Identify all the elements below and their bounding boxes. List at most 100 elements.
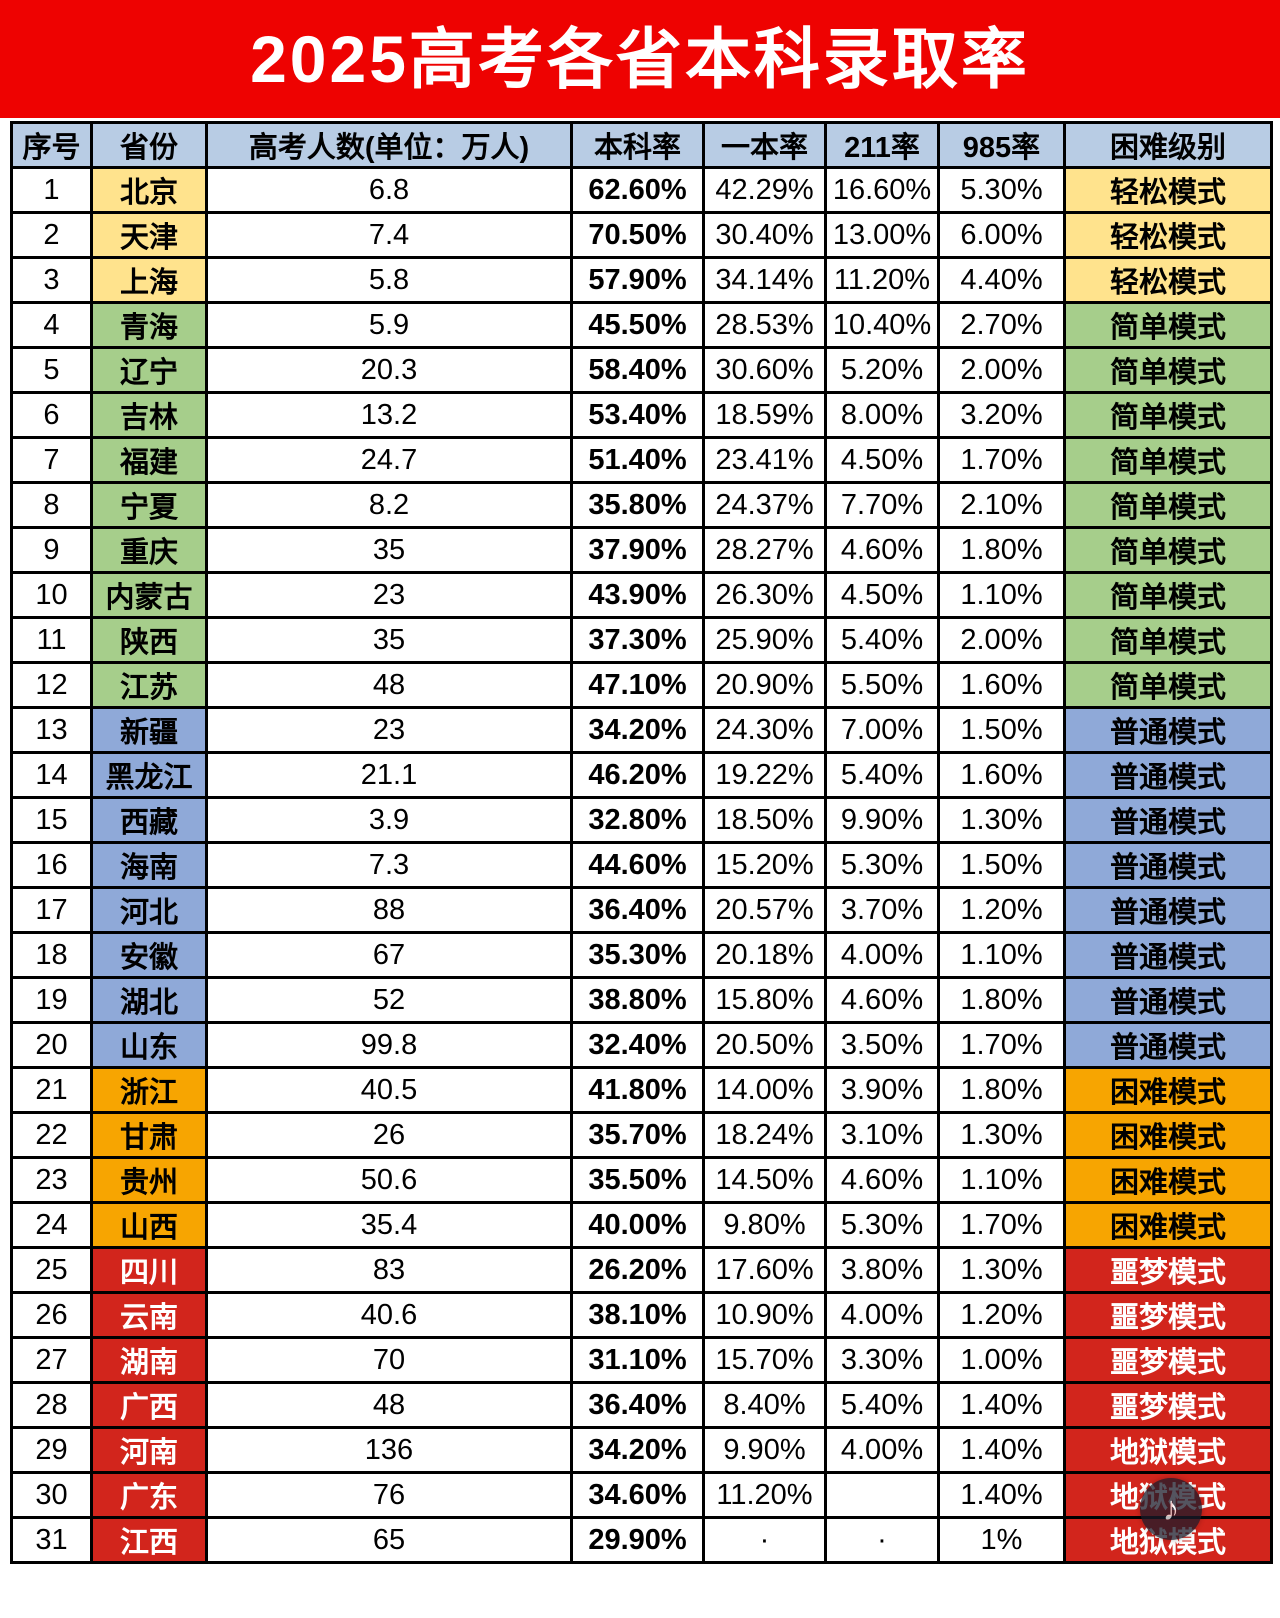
- table-row: 11 陕西 35 37.30% 25.90% 5.40% 2.00% 简单模式: [10, 616, 1273, 664]
- cell-985: 1.30%: [937, 1111, 1066, 1159]
- cell-count: 26: [205, 1111, 573, 1159]
- table-row: 23 贵州 50.6 35.50% 14.50% 4.60% 1.10% 困难模…: [10, 1156, 1273, 1204]
- cell-no: 12: [10, 661, 93, 709]
- cell-province: 上海: [90, 256, 208, 304]
- cell-count: 50.6: [205, 1156, 573, 1204]
- cell-yiben: 28.27%: [702, 526, 827, 574]
- table-row: 22 甘肃 26 35.70% 18.24% 3.10% 1.30% 困难模式: [10, 1111, 1273, 1159]
- cell-no: 13: [10, 706, 93, 754]
- cell-level: 普通模式: [1063, 976, 1273, 1024]
- cell-yiben: 14.50%: [702, 1156, 827, 1204]
- table-row: 27 湖南 70 31.10% 15.70% 3.30% 1.00% 噩梦模式: [10, 1336, 1273, 1384]
- cell-no: 24: [10, 1201, 93, 1249]
- cell-yiben: 9.80%: [702, 1201, 827, 1249]
- table-row: 18 安徽 67 35.30% 20.18% 4.00% 1.10% 普通模式: [10, 931, 1273, 979]
- table-row: 20 山东 99.8 32.40% 20.50% 3.50% 1.70% 普通模…: [10, 1021, 1273, 1069]
- cell-yiben: 28.53%: [702, 301, 827, 349]
- cell-province: 山西: [90, 1201, 208, 1249]
- cell-province: 辽宁: [90, 346, 208, 394]
- cell-level: 简单模式: [1063, 391, 1273, 439]
- cell-985: 1.70%: [937, 1021, 1066, 1069]
- cell-yiben: 30.60%: [702, 346, 827, 394]
- cell-no: 6: [10, 391, 93, 439]
- cell-211: 4.00%: [824, 1426, 940, 1474]
- cell-985: 1.20%: [937, 886, 1066, 934]
- cell-985: 1.80%: [937, 1066, 1066, 1114]
- cell-211: 4.00%: [824, 1291, 940, 1339]
- table-row: 9 重庆 35 37.90% 28.27% 4.60% 1.80% 简单模式: [10, 526, 1273, 574]
- cell-211: 4.50%: [824, 436, 940, 484]
- cell-yiben: 8.40%: [702, 1381, 827, 1429]
- cell-211: 3.50%: [824, 1021, 940, 1069]
- cell-no: 1: [10, 166, 93, 214]
- table-row: 1 北京 6.8 62.60% 42.29% 16.60% 5.30% 轻松模式: [10, 166, 1273, 214]
- cell-yiben: 20.57%: [702, 886, 827, 934]
- cell-985: 1.00%: [937, 1336, 1066, 1384]
- cell-province: 陕西: [90, 616, 208, 664]
- cell-province: 江西: [90, 1516, 208, 1564]
- cell-211: 3.70%: [824, 886, 940, 934]
- cell-yiben: 42.29%: [702, 166, 827, 214]
- cell-211: 13.00%: [824, 211, 940, 259]
- page-title: 2025高考各省本科录取率: [250, 22, 1030, 96]
- cell-985: 2.00%: [937, 616, 1066, 664]
- cell-province: 吉林: [90, 391, 208, 439]
- cell-benke: 36.40%: [570, 1381, 705, 1429]
- cell-211: 3.30%: [824, 1336, 940, 1384]
- table-row: 7 福建 24.7 51.40% 23.41% 4.50% 1.70% 简单模式: [10, 436, 1273, 484]
- cell-province: 云南: [90, 1291, 208, 1339]
- cell-benke: 35.80%: [570, 481, 705, 529]
- cell-count: 40.5: [205, 1066, 573, 1114]
- cell-benke: 46.20%: [570, 751, 705, 799]
- cell-985: 1.30%: [937, 796, 1066, 844]
- cell-level: 地狱模式: [1063, 1471, 1273, 1519]
- cell-province: 西藏: [90, 796, 208, 844]
- cell-level: 普通模式: [1063, 841, 1273, 889]
- cell-province: 内蒙古: [90, 571, 208, 619]
- cell-985: 1.80%: [937, 976, 1066, 1024]
- cell-no: 19: [10, 976, 93, 1024]
- cell-211: [824, 1471, 940, 1519]
- cell-no: 11: [10, 616, 93, 664]
- cell-level: 简单模式: [1063, 661, 1273, 709]
- cell-985: 2.10%: [937, 481, 1066, 529]
- cell-no: 4: [10, 301, 93, 349]
- cell-yiben: 15.70%: [702, 1336, 827, 1384]
- cell-province: 河北: [90, 886, 208, 934]
- cell-985: 1.60%: [937, 751, 1066, 799]
- cell-yiben: ·: [702, 1516, 827, 1564]
- cell-count: 7.4: [205, 211, 573, 259]
- cell-no: 23: [10, 1156, 93, 1204]
- cell-yiben: 24.37%: [702, 481, 827, 529]
- cell-count: 70: [205, 1336, 573, 1384]
- table-row: 31 江西 65 29.90% · · 1% 地狱模式: [10, 1516, 1273, 1564]
- cell-province: 甘肃: [90, 1111, 208, 1159]
- table-row: 14 黑龙江 21.1 46.20% 19.22% 5.40% 1.60% 普通…: [10, 751, 1273, 799]
- cell-count: 67: [205, 931, 573, 979]
- cell-benke: 37.30%: [570, 616, 705, 664]
- cell-count: 7.3: [205, 841, 573, 889]
- cell-no: 30: [10, 1471, 93, 1519]
- cell-count: 13.2: [205, 391, 573, 439]
- cell-province: 江苏: [90, 661, 208, 709]
- cell-benke: 58.40%: [570, 346, 705, 394]
- cell-211: 5.40%: [824, 1381, 940, 1429]
- cell-211: 9.90%: [824, 796, 940, 844]
- cell-count: 21.1: [205, 751, 573, 799]
- cell-level: 地狱模式: [1063, 1426, 1273, 1474]
- cell-count: 20.3: [205, 346, 573, 394]
- cell-level: 简单模式: [1063, 481, 1273, 529]
- header-province: 省份: [90, 121, 208, 169]
- cell-no: 8: [10, 481, 93, 529]
- cell-level: 普通模式: [1063, 751, 1273, 799]
- header-no: 序号: [10, 121, 93, 169]
- cell-benke: 43.90%: [570, 571, 705, 619]
- cell-level: 简单模式: [1063, 346, 1273, 394]
- cell-211: 4.60%: [824, 1156, 940, 1204]
- cell-count: 52: [205, 976, 573, 1024]
- cell-count: 48: [205, 1381, 573, 1429]
- cell-level: 轻松模式: [1063, 256, 1273, 304]
- cell-211: 4.50%: [824, 571, 940, 619]
- cell-level: 困难模式: [1063, 1201, 1273, 1249]
- cell-985: 1.40%: [937, 1471, 1066, 1519]
